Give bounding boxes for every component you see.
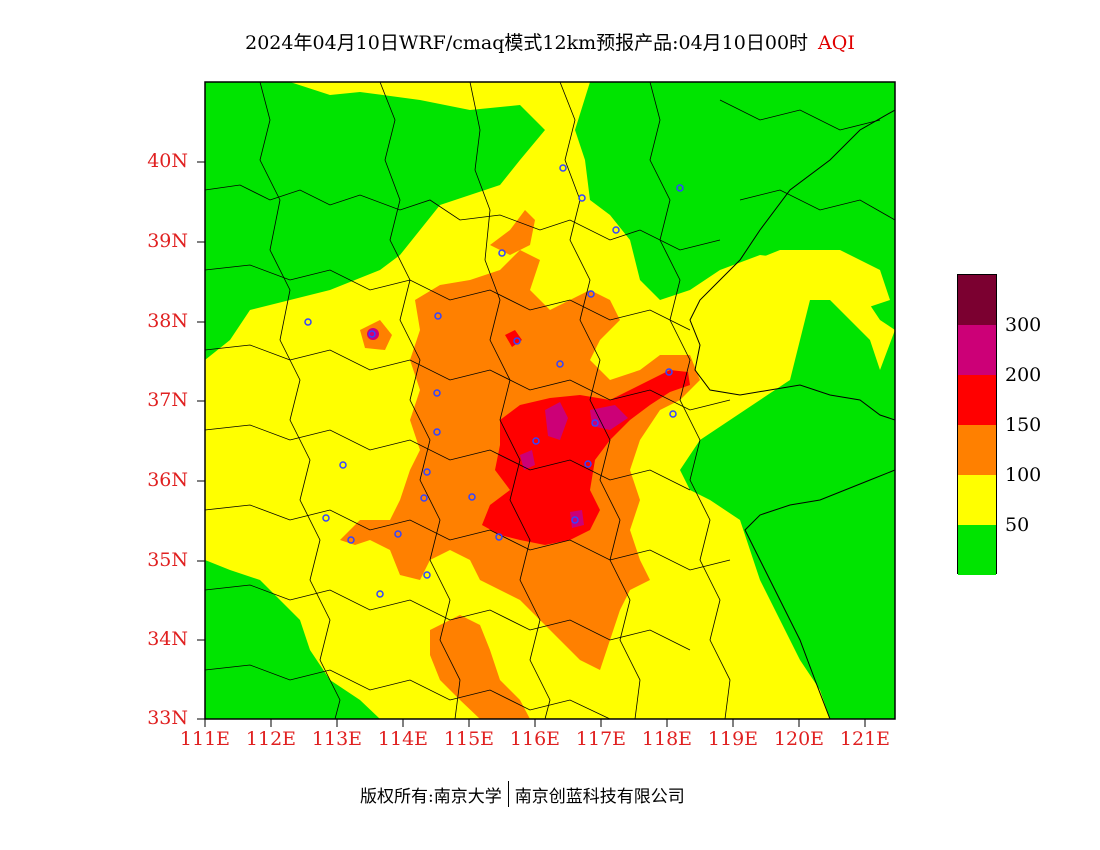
copyright-right: 南京创蓝科技有限公司 bbox=[514, 786, 685, 807]
lon-ticks bbox=[204, 719, 866, 727]
coastline bbox=[689, 109, 895, 719]
lat-label-39n: 39N bbox=[147, 230, 188, 252]
legend-swatch-50-100 bbox=[958, 475, 996, 525]
legend-swatch-200-300 bbox=[958, 325, 996, 375]
aqi-zone-red-spot bbox=[505, 330, 522, 347]
admin-boundaries bbox=[205, 82, 895, 719]
lon-label-113e: 113E bbox=[311, 728, 363, 750]
lat-label-35n: 35N bbox=[147, 549, 188, 571]
legend-label-50: 50 bbox=[1005, 514, 1030, 536]
lat-label-38n: 38N bbox=[147, 310, 188, 332]
legend-swatch-150-200 bbox=[958, 375, 996, 425]
aqi-zone-purple-1 bbox=[545, 402, 568, 440]
aqi-zone-green-east bbox=[680, 300, 895, 719]
title-text: 2024年04月10日WRF/cmaq模式12km预报产品:04月10日00时 bbox=[245, 32, 809, 54]
copyright-footer: 版权所有:南京大学 南京创蓝科技有限公司 bbox=[360, 781, 685, 807]
lat-label-36n: 36N bbox=[147, 469, 188, 491]
aqi-field bbox=[205, 82, 895, 719]
legend-label-200: 200 bbox=[1005, 364, 1042, 386]
legend-swatch-100-150 bbox=[958, 425, 996, 475]
aqi-zone-purple-2 bbox=[590, 405, 628, 430]
aqi-zone-green-north bbox=[575, 82, 895, 330]
lon-label-114e: 114E bbox=[377, 728, 429, 750]
aqi-zone-purple-4 bbox=[570, 510, 584, 528]
station-markers bbox=[304, 164, 684, 598]
map-title: 2024年04月10日WRF/cmaq模式12km预报产品:04月10日00时 A… bbox=[0, 28, 1100, 55]
lat-label-34n: 34N bbox=[147, 628, 188, 650]
lon-label-120e: 120E bbox=[773, 728, 825, 750]
legend-label-150: 150 bbox=[1005, 414, 1042, 436]
lon-label-112e: 112E bbox=[245, 728, 297, 750]
legend-label-300: 300 bbox=[1005, 314, 1042, 336]
aqi-zone-purple-3 bbox=[520, 450, 535, 470]
color-legend bbox=[957, 274, 997, 575]
lon-label-116e: 116E bbox=[509, 728, 561, 750]
variable-label: AQI bbox=[818, 32, 855, 54]
aqi-zone-green-southwest bbox=[205, 560, 380, 719]
legend-swatch-300-plus bbox=[958, 275, 996, 325]
lon-label-117e: 117E bbox=[575, 728, 627, 750]
lon-label-115e: 115E bbox=[443, 728, 495, 750]
copyright-left: 版权所有:南京大学 bbox=[360, 786, 502, 807]
lat-label-33n: 33N bbox=[147, 707, 188, 729]
lat-label-40n: 40N bbox=[147, 150, 188, 172]
lon-label-111e: 111E bbox=[179, 728, 231, 750]
aqi-zone-orange-north bbox=[490, 210, 535, 255]
aqi-zone-yellow-patch-east bbox=[720, 250, 890, 340]
legend-label-100: 100 bbox=[1005, 464, 1042, 486]
aqi-zone-red-core bbox=[482, 370, 690, 545]
lon-label-121e: 121E bbox=[839, 728, 891, 750]
footer-divider bbox=[507, 781, 509, 807]
lon-label-118e: 118E bbox=[641, 728, 693, 750]
legend-swatch-0-50 bbox=[958, 525, 996, 575]
aqi-zone-orange-south bbox=[430, 615, 530, 719]
lat-label-37n: 37N bbox=[147, 389, 188, 411]
lon-label-119e: 119E bbox=[707, 728, 759, 750]
lat-ticks bbox=[197, 161, 205, 720]
